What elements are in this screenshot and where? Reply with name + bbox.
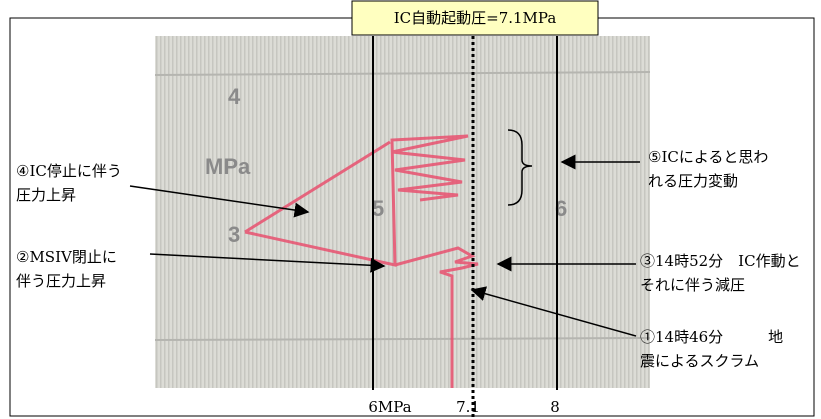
title: IC自動起動圧=7.1MPa [394,9,557,27]
diagram: 4 MPa 3 5 6 IC自動起動圧=7.1MPa 6MPa 7.1 8 ④I… [0,0,821,419]
annotation: ④IC停止に伴う [16,162,122,180]
paper-label: 4 [228,84,241,109]
annotation: 震によるスクラム [640,352,759,370]
paper-label: 3 [228,222,240,247]
page: 4 MPa 3 5 6 IC自動起動圧=7.1MPa 6MPa 7.1 8 ④I… [0,0,821,419]
axis-label: 7.1 [456,398,480,416]
annotation: ⑤ICによると思わ [648,148,768,166]
annotation: ③14時52分 IC作動と [640,252,801,270]
paper-label: MPa [205,154,251,179]
annotation: ②MSIV閉止に [16,248,117,266]
annotation: 伴う圧力上昇 [16,272,106,290]
annotation: 圧力上昇 [16,186,76,204]
axis-label: 8 [550,398,560,416]
annotation: それに伴う減圧 [640,276,745,294]
annotation: ①14時46分 地 [640,328,783,346]
annotation: れる圧力変動 [648,172,738,190]
axis-label: 6MPa [368,398,411,416]
